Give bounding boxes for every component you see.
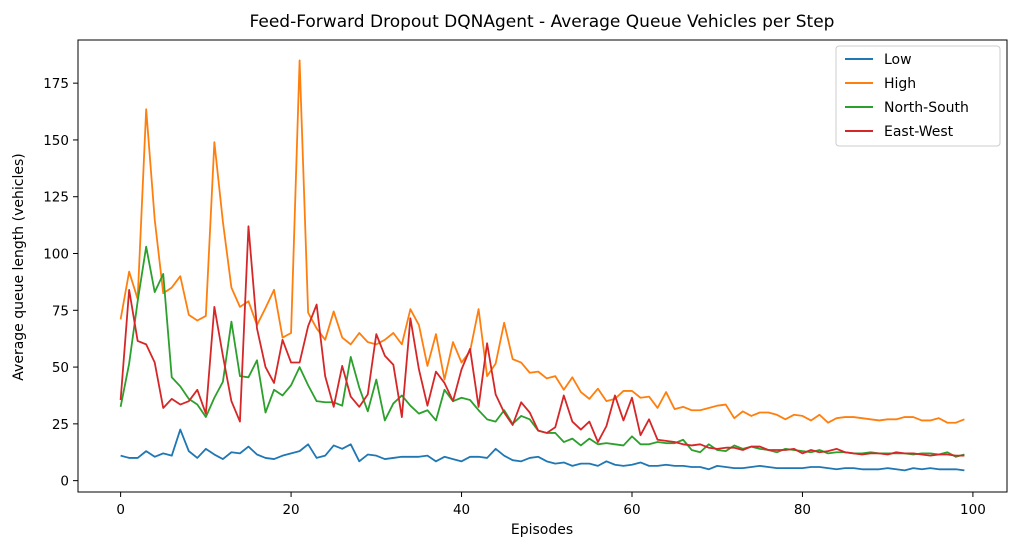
x-tick-label: 0	[116, 502, 125, 518]
y-tick-label: 50	[52, 360, 69, 376]
legend-box	[835, 45, 1001, 147]
series-line-high	[119, 59, 965, 424]
x-tick-label: 60	[623, 502, 640, 518]
y-axis-label: Average queue length (vehicles)	[11, 153, 27, 380]
y-tick-label: 175	[43, 76, 69, 92]
legend-label: Low	[884, 52, 912, 68]
x-tick-label: 40	[453, 502, 470, 518]
y-tick-label: 25	[52, 417, 69, 433]
legend: Low High North-South East-West	[835, 45, 1001, 147]
chart-title: Feed-Forward Dropout DQNAgent - Average …	[250, 12, 835, 32]
x-axis: 0 20 40 60 80 100	[116, 492, 986, 518]
legend-label: North-South	[884, 100, 969, 116]
x-axis-label: Episodes	[511, 522, 573, 538]
series-line-east-west	[119, 225, 965, 457]
y-tick-label: 100	[43, 247, 69, 263]
series-line-low	[120, 428, 965, 472]
y-axis: 0 25 50 75 100 125 150 175	[43, 76, 78, 490]
y-tick-label: 125	[43, 190, 69, 206]
plot-frame	[77, 39, 1008, 493]
y-tick-label: 75	[52, 303, 69, 319]
series-line-north-south	[119, 245, 965, 458]
x-tick-label: 100	[960, 502, 986, 518]
legend-label: East-West	[884, 124, 954, 140]
x-tick-label: 20	[282, 502, 299, 518]
x-tick-label: 80	[794, 502, 811, 518]
y-tick-label: 0	[60, 474, 69, 490]
series-lines	[119, 59, 965, 472]
y-tick-label: 150	[43, 133, 69, 149]
legend-label: High	[884, 76, 916, 92]
